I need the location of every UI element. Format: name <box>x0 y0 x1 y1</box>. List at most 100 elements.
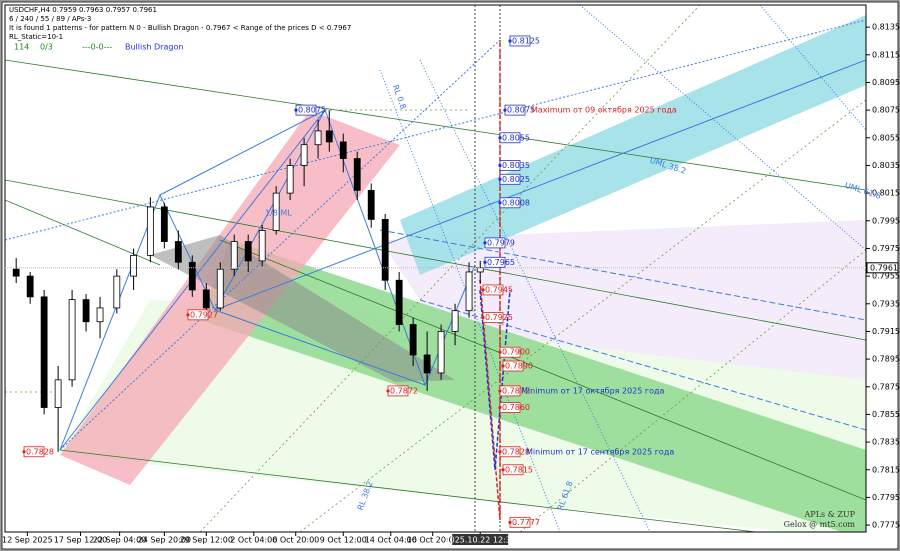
candle-body <box>130 254 137 277</box>
x-tick-label: 9 Oct 12:00 <box>320 536 367 545</box>
y-tick-label: 0.7975 <box>872 244 900 253</box>
pattern-point-dot <box>22 450 26 454</box>
header-line: RL_Static=10-1 <box>9 33 63 41</box>
candle-body <box>381 218 389 281</box>
level-label: 0.7777 <box>512 518 540 527</box>
header-title: USDCHF,H4 0.7959 0.7963 0.7957 0.7961 <box>9 6 157 14</box>
y-tick-label: 0.8095 <box>872 78 900 87</box>
level-dot <box>498 405 502 410</box>
candle-body <box>314 130 322 146</box>
candle-body <box>68 299 76 381</box>
candle-body <box>146 206 154 256</box>
level-dot <box>483 241 487 245</box>
y-tick-label: 0.7955 <box>872 272 900 281</box>
level-dot <box>498 177 502 181</box>
candle-body <box>437 331 445 374</box>
x-tick-label: 12 Sep 2025 <box>2 536 53 545</box>
level-label: 0.7828 <box>502 447 530 456</box>
line-label: 1/8 ML <box>265 209 292 218</box>
level-label: 0.8055 <box>502 133 530 142</box>
x-tick-label: 2025.10.22 12:30 <box>445 536 516 545</box>
pattern-lines <box>5 5 866 532</box>
level-dot <box>483 260 487 264</box>
candle-body <box>113 275 121 309</box>
candle-body <box>160 206 168 242</box>
y-tick-label: 0.8035 <box>872 161 900 170</box>
watermark: APLs & ZUP <box>804 510 856 519</box>
candle-body <box>230 241 238 270</box>
y-tick-label: 0.7835 <box>872 438 900 447</box>
note: Maximum от 09 октября 2025 года <box>531 106 677 115</box>
level-label: 0.8075 <box>507 106 535 115</box>
level-dot <box>481 288 485 292</box>
counter: 114 <box>14 43 29 52</box>
level-label: 0.7925 <box>485 313 513 322</box>
last-price-label: 0.7961 <box>870 263 898 272</box>
gray-zone <box>150 235 455 382</box>
candle-body <box>395 279 403 325</box>
dotted-fans <box>5 5 866 532</box>
level-label: 0.7860 <box>502 403 530 412</box>
y-tick-label: 0.7855 <box>872 410 900 419</box>
candle-body <box>339 141 347 159</box>
level-label: 0.7900 <box>502 348 530 357</box>
x-tick-label: 2 Oct 04:00 <box>230 536 277 545</box>
candle-body <box>96 307 104 323</box>
note: Minimum от 17 сентября 2025 года <box>526 448 674 457</box>
candles <box>12 110 484 452</box>
x-tick-label: 22 Sep 04:00 <box>93 536 146 545</box>
level-dot <box>498 136 502 140</box>
x-tick-label: 29 Sep 12:00 <box>180 536 233 545</box>
level-label: 0.8008 <box>502 198 530 207</box>
y-tick-label: 0.7795 <box>872 493 900 502</box>
level-dot <box>498 389 502 393</box>
candle-body <box>188 261 196 291</box>
candle-body <box>409 324 417 356</box>
level-label: 0.7815 <box>505 465 533 474</box>
x-tick-label: 24 Sep 20:00 <box>138 536 191 545</box>
level-label: 0.7965 <box>487 258 515 267</box>
pink-channel <box>60 110 400 485</box>
level-dot <box>501 364 505 368</box>
candle-body <box>54 379 62 408</box>
candle-body <box>12 268 20 277</box>
y-tick-label: 0.8115 <box>872 50 900 59</box>
level-dot <box>498 450 502 454</box>
candle-body <box>465 271 473 312</box>
candle-body <box>174 241 182 263</box>
candle-body <box>26 275 34 298</box>
pattern-name: Bullish Dragon <box>125 43 183 52</box>
last-price-box <box>866 262 899 274</box>
pattern-point-dot <box>386 389 390 393</box>
pattern-point-label: 0.7872 <box>390 386 418 395</box>
x-cursor-box <box>452 534 509 545</box>
y-tick-label: 0.8015 <box>872 189 900 198</box>
level-dot <box>501 468 505 472</box>
level-label: 0.8025 <box>502 175 530 184</box>
candle-body <box>367 189 375 220</box>
level-label: 0.8125 <box>512 36 540 45</box>
green-lines <box>5 59 866 532</box>
y-tick-label: 0.7895 <box>872 355 900 364</box>
level-dot <box>498 163 502 168</box>
y-tick-label: 0.7815 <box>872 465 900 474</box>
x-tick-label: 16 Oct 20:00 <box>407 536 459 545</box>
watermark: Gelox @ mt5.com <box>784 520 856 529</box>
candle-body <box>286 165 294 194</box>
y-tick-label: 0.8055 <box>872 133 900 142</box>
x-tick-label: 6 Oct 20:00 <box>272 536 319 545</box>
candle-body <box>40 296 48 408</box>
candle-body <box>216 268 224 309</box>
level-dot <box>508 39 512 43</box>
x-tick-label: 14 Oct 04:00 <box>365 536 417 545</box>
pattern-point-dot <box>294 108 298 112</box>
plot-border <box>4 4 867 533</box>
candle-body <box>300 144 308 166</box>
pattern-point-label: 0.7927 <box>190 310 218 319</box>
candle-body <box>325 130 333 143</box>
candle-body <box>244 241 252 262</box>
y-tick-label: 0.7875 <box>872 382 900 391</box>
cyan-channel <box>400 15 866 275</box>
level-label: 0.7945 <box>485 285 513 294</box>
